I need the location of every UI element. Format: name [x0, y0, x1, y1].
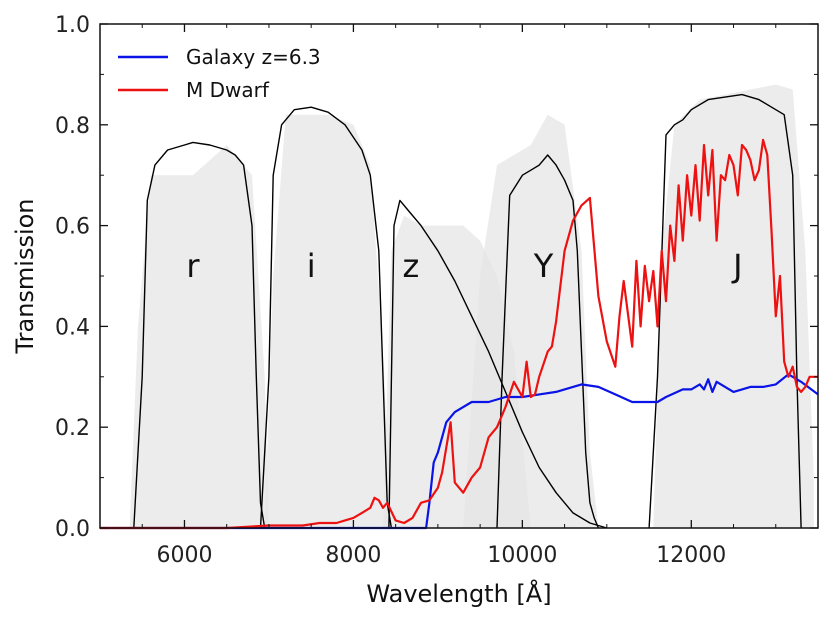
y-tick-label: 0.6 — [55, 215, 90, 240]
band-label-z: z — [403, 247, 420, 285]
band-label-r: r — [186, 247, 200, 285]
series-line-galaxy — [100, 373, 819, 530]
series-layer — [100, 138, 819, 530]
x-tick-label: 12000 — [656, 543, 726, 568]
filter-curve-r — [133, 141, 266, 529]
filter-curve-j — [648, 93, 802, 529]
band-label-j: J — [731, 247, 742, 285]
y-tick-label: 0.2 — [55, 416, 90, 441]
legend-label-m-dwarf: M Dwarf — [186, 78, 270, 102]
x-tick-label: 10000 — [487, 543, 557, 568]
band-label-i: i — [307, 247, 316, 285]
tick-layer: 6000 8000 10000 12000 0.0 0.2 0.4 0.6 0.8 1.0 — [55, 13, 819, 568]
x-tick-label: 6000 — [156, 543, 212, 568]
filter-curve-y — [496, 154, 600, 529]
filter-curve-layer — [133, 93, 802, 529]
shaded-filter-0 — [129, 145, 269, 528]
y-tick-label: 0.0 — [55, 517, 90, 542]
x-axis-title: Wavelength [Å] — [366, 579, 551, 608]
filter-curve-i — [259, 106, 393, 529]
y-tick-label: 1.0 — [55, 13, 90, 38]
series-line-m-dwarf — [100, 138, 818, 530]
y-tick-label: 0.8 — [55, 114, 90, 139]
shaded-filter-3 — [463, 114, 599, 528]
legend-label-galaxy: Galaxy z=6.3 — [186, 45, 321, 69]
shaded-filter-layer — [129, 84, 814, 528]
band-label-y: Y — [533, 247, 554, 285]
legend: Galaxy z=6.3 M Dwarf — [118, 45, 321, 102]
y-tick-label: 0.4 — [55, 315, 90, 340]
y-axis-title: Transmission — [11, 198, 39, 354]
filter-curve-z — [388, 199, 607, 529]
shaded-filter-1 — [264, 114, 392, 528]
x-tick-label: 8000 — [325, 543, 381, 568]
